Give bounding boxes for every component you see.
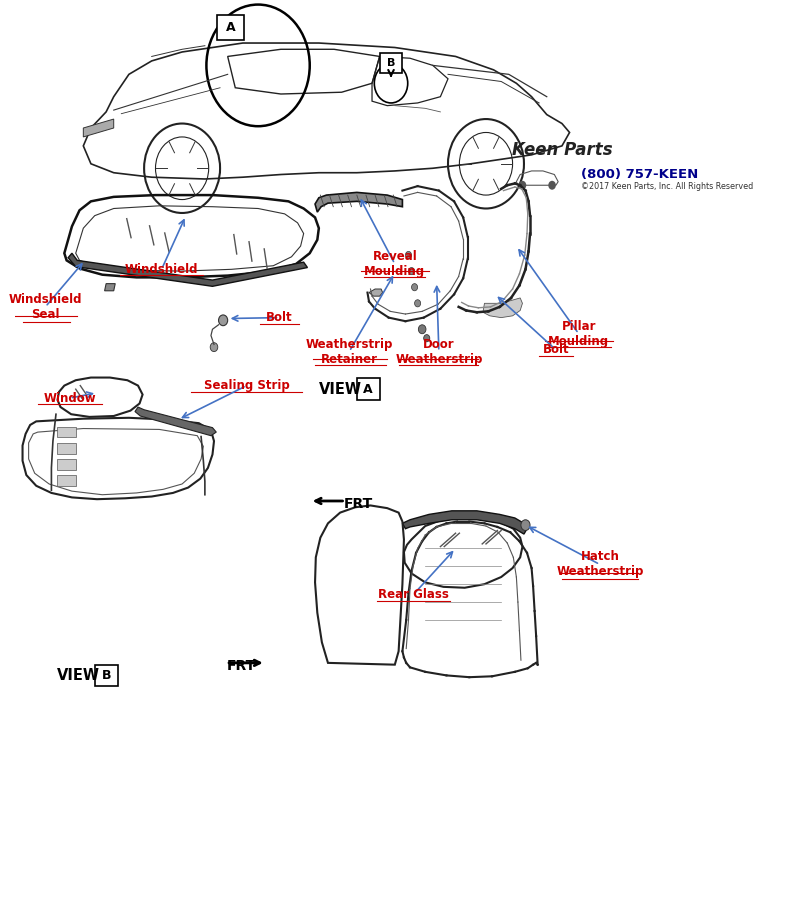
Bar	[57, 443, 75, 454]
Text: Sealing Strip: Sealing Strip	[204, 379, 289, 392]
FancyBboxPatch shape	[95, 665, 118, 686]
Polygon shape	[369, 289, 383, 296]
Text: Window: Window	[44, 392, 96, 405]
Circle shape	[219, 315, 228, 326]
Bar	[57, 475, 75, 486]
Text: B: B	[102, 669, 112, 682]
Text: VIEW: VIEW	[57, 668, 100, 683]
Text: FRT: FRT	[227, 660, 256, 673]
Circle shape	[374, 64, 408, 103]
Circle shape	[419, 325, 426, 334]
Polygon shape	[83, 119, 113, 137]
Circle shape	[415, 300, 420, 307]
Text: VIEW: VIEW	[319, 382, 362, 397]
FancyBboxPatch shape	[217, 15, 244, 40]
Circle shape	[423, 335, 430, 342]
Text: A: A	[363, 382, 373, 396]
Bar	[57, 427, 75, 437]
Text: (800) 757-KEEN: (800) 757-KEEN	[581, 168, 698, 181]
Bar	[57, 459, 75, 470]
Text: FRT: FRT	[343, 497, 373, 510]
Polygon shape	[68, 253, 308, 286]
Circle shape	[519, 181, 527, 190]
Text: Bolt: Bolt	[542, 343, 569, 356]
Circle shape	[405, 251, 412, 258]
Text: A: A	[226, 22, 236, 34]
Text: Reveal
Moulding: Reveal Moulding	[364, 250, 425, 278]
Text: Windshield: Windshield	[125, 263, 198, 275]
Polygon shape	[135, 407, 216, 436]
Text: Pillar
Moulding: Pillar Moulding	[548, 320, 609, 347]
Polygon shape	[402, 511, 527, 534]
Circle shape	[521, 520, 530, 530]
Text: B: B	[387, 58, 395, 68]
Polygon shape	[315, 193, 402, 212]
Polygon shape	[483, 298, 523, 318]
Circle shape	[548, 181, 556, 190]
Text: Weatherstrip
Retainer: Weatherstrip Retainer	[305, 338, 393, 365]
Text: Hatch
Weatherstrip: Hatch Weatherstrip	[556, 551, 644, 579]
Circle shape	[412, 284, 418, 291]
Text: Windshield
Seal: Windshield Seal	[9, 292, 82, 321]
Text: Door
Weatherstrip: Door Weatherstrip	[395, 338, 483, 365]
Polygon shape	[105, 284, 115, 291]
Circle shape	[210, 343, 218, 352]
Text: ©2017 Keen Parts, Inc. All Rights Reserved: ©2017 Keen Parts, Inc. All Rights Reserv…	[581, 182, 753, 191]
Circle shape	[408, 267, 415, 274]
Text: Bolt: Bolt	[266, 311, 293, 324]
Text: Keen Parts: Keen Parts	[511, 141, 612, 159]
Text: Rear Glass: Rear Glass	[377, 589, 449, 601]
FancyBboxPatch shape	[380, 53, 402, 73]
FancyBboxPatch shape	[357, 378, 380, 400]
